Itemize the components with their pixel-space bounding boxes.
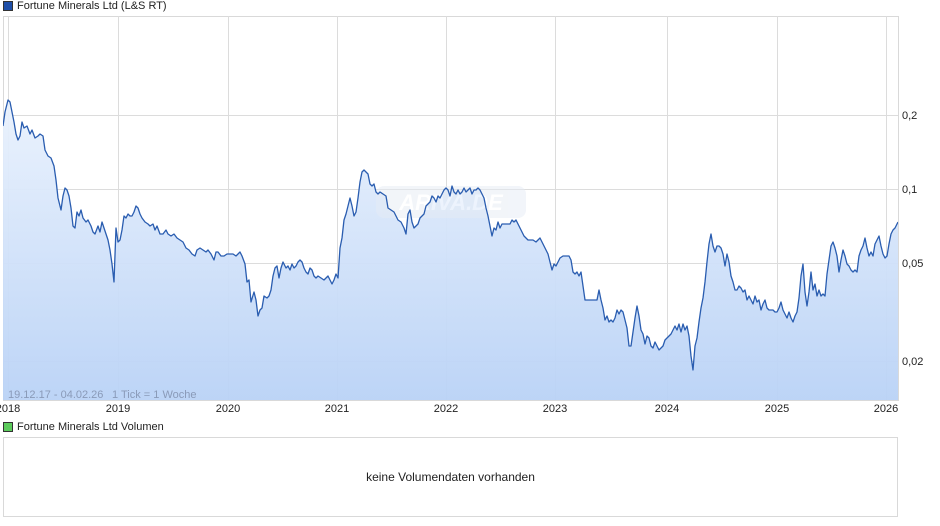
price-line — [3, 99, 898, 371]
volume-chart: keine Volumendaten vorhanden — [3, 437, 898, 517]
volume-legend-label: Fortune Minerals Ltd Volumen — [17, 421, 164, 433]
svg-text:2020: 2020 — [216, 403, 240, 415]
svg-text:2021: 2021 — [325, 403, 349, 415]
svg-text:2023: 2023 — [543, 403, 567, 415]
volume-legend: Fortune Minerals Ltd Volumen — [3, 421, 164, 433]
svg-text:2022: 2022 — [434, 403, 458, 415]
svg-text:0,02: 0,02 — [902, 356, 923, 368]
date-range-label: 19.12.17 - 04.02.26 — [8, 389, 103, 401]
volume-legend-swatch — [3, 422, 13, 432]
tick-resolution-label: 1 Tick = 1 Woche — [112, 389, 196, 401]
price-legend-swatch — [3, 1, 13, 11]
price-legend: Fortune Minerals Ltd (L&S RT) — [3, 0, 167, 12]
svg-text:2025: 2025 — [765, 403, 789, 415]
price-chart: ARIVA.DE 19.12.17 - 04.02.26 1 Tick = 1 … — [0, 16, 923, 415]
price-legend-label: Fortune Minerals Ltd (L&S RT) — [17, 0, 167, 12]
y-axis: 0,2 0,1 0,05 0,02 — [902, 110, 923, 368]
watermark: ARIVA.DE — [376, 186, 526, 218]
svg-text:0,2: 0,2 — [902, 110, 917, 122]
svg-text:0,05: 0,05 — [902, 258, 923, 270]
price-area — [3, 100, 898, 400]
svg-text:0,1: 0,1 — [902, 184, 917, 196]
no-volume-message: keine Volumendaten vorhanden — [366, 470, 535, 484]
svg-text:2019: 2019 — [106, 403, 130, 415]
svg-text:ARIVA.DE: ARIVA.DE — [398, 190, 504, 215]
svg-text:2026: 2026 — [874, 403, 898, 415]
svg-text:2024: 2024 — [655, 403, 679, 415]
